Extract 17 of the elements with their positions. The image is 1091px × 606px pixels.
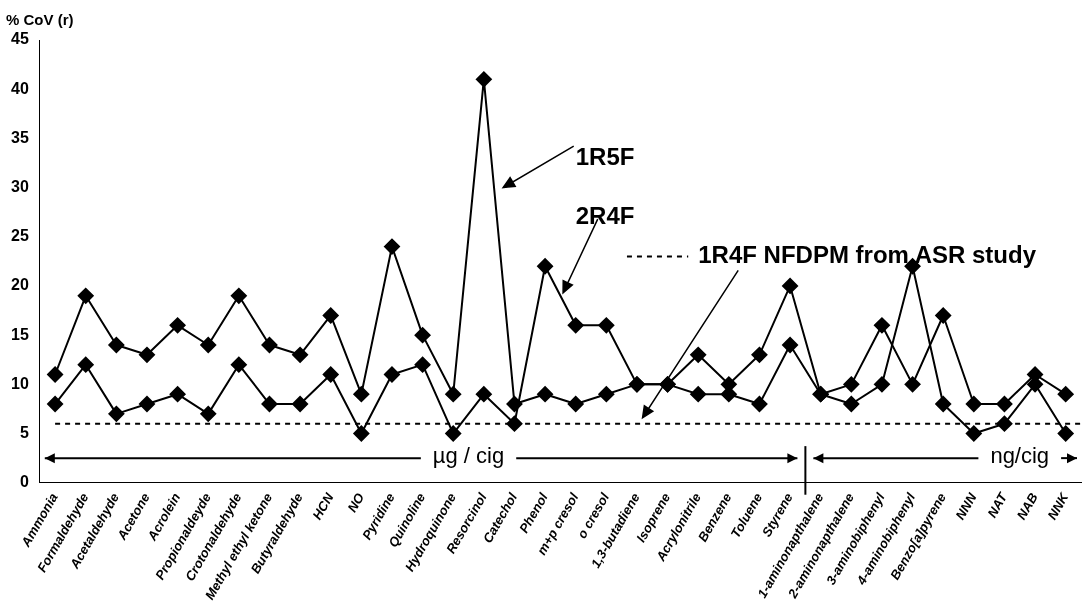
y-tick-label: 35 bbox=[11, 128, 29, 146]
y-tick-label: 30 bbox=[11, 177, 29, 195]
x-tick-label: NO bbox=[344, 490, 368, 515]
legend-label: 1R5F bbox=[575, 142, 635, 170]
y-tick-label: 40 bbox=[11, 79, 29, 97]
y-tick-label: 5 bbox=[19, 423, 29, 441]
y-tick-label: 20 bbox=[11, 276, 29, 294]
series-label: 2R4F bbox=[575, 201, 635, 229]
annotation: ng/cig bbox=[990, 443, 1050, 469]
y-tick-label: 10 bbox=[11, 374, 29, 392]
annotation: µg / cig bbox=[432, 443, 505, 469]
y-tick-label: 15 bbox=[11, 325, 29, 343]
y-tick-label: 45 bbox=[11, 30, 29, 48]
y-tick-label: 25 bbox=[11, 227, 29, 245]
y-axis-title: % CoV (r) bbox=[6, 10, 74, 28]
legend-label: 1R4F NFDPM from ASR study bbox=[698, 241, 1037, 269]
y-tick-label: 0 bbox=[19, 473, 29, 491]
